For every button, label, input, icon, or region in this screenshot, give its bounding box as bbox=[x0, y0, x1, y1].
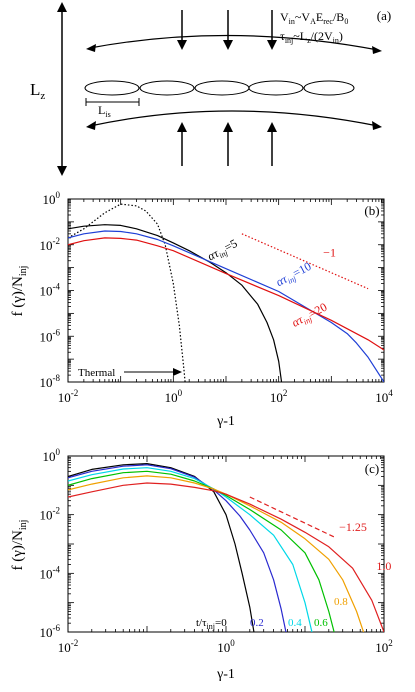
time-label-0.2: 0.2 bbox=[250, 617, 264, 629]
panel-b-frame bbox=[67, 198, 385, 383]
series-___inj_5 bbox=[68, 224, 283, 382]
panel-a-tag: (a) bbox=[377, 8, 391, 23]
field-line-upper-arrow-right bbox=[372, 46, 382, 54]
time-label-0.8: 0.8 bbox=[334, 596, 348, 608]
panel-c: 10-2 100 102 100 10-2 10-4 10-6 −1.25 1.0 (c) γ… bbox=[10, 447, 393, 682]
panel-b-annotations: ατinj=5 ατinj=10 ατinj=20 −1 bbox=[205, 236, 336, 332]
y-tick-label: 10-6 bbox=[40, 623, 61, 640]
island bbox=[303, 80, 355, 96]
field-line-lower-arrow-left bbox=[86, 121, 96, 130]
y-tick-label: 100 bbox=[43, 190, 61, 207]
x-tick-label: 102 bbox=[270, 388, 288, 405]
injection-time-equation: τinj~Lz/(2Vin) bbox=[280, 29, 343, 45]
panel-b: 10-2 100 102 104 100 10-2 10-4 10-6 10-8 ατinj=5… bbox=[10, 190, 393, 429]
island bbox=[139, 80, 195, 96]
x-tick-label: 100 bbox=[165, 388, 183, 405]
x-tick-label: 104 bbox=[375, 388, 393, 405]
annotation-1: ατinj=10 bbox=[274, 259, 315, 291]
series-Thermal bbox=[68, 203, 186, 382]
thermal-arrow-head bbox=[173, 368, 182, 376]
annotation-2: ατinj=20 bbox=[289, 300, 330, 332]
panel-c-tag: (c) bbox=[365, 461, 379, 476]
y-tick-label: 10-8 bbox=[40, 373, 61, 390]
field-line-lower bbox=[89, 110, 379, 127]
panel-a: Lz Lis bbox=[30, 2, 391, 176]
x-tick-label: 10-2 bbox=[58, 638, 79, 655]
y-tick-label: 10-4 bbox=[40, 282, 61, 299]
island-chain bbox=[84, 80, 355, 96]
x-tick-label: 102 bbox=[375, 638, 393, 655]
field-line-lower-arrow-right bbox=[372, 121, 382, 130]
y-tick-label: 10-2 bbox=[40, 506, 61, 523]
panel-b-ticks bbox=[67, 198, 385, 383]
lis-label: Lis bbox=[98, 103, 111, 119]
lz-arrow-bottom bbox=[57, 166, 67, 176]
y-tick-label: 10-2 bbox=[40, 236, 61, 253]
annotation-3: −1 bbox=[323, 246, 336, 260]
y-tick-label: 10-6 bbox=[40, 327, 61, 344]
series-0.2 bbox=[68, 464, 287, 632]
lz-label: Lz bbox=[30, 80, 45, 102]
panel-c-annotations: −1.25 1.0 bbox=[339, 520, 391, 573]
panel-c-xlabel: γ-1 bbox=[216, 667, 235, 682]
field-line-upper bbox=[89, 34, 379, 51]
x-tick-label: 10-2 bbox=[58, 388, 79, 405]
panel-b-tag: (b) bbox=[364, 203, 379, 218]
panel-c-ticks bbox=[67, 455, 385, 633]
inflow-arrows-bottom bbox=[177, 122, 277, 166]
panel-b-tick-labels: 10-2 100 102 104 100 10-2 10-4 10-6 10-8 bbox=[40, 190, 394, 405]
x-tick-label: 100 bbox=[217, 638, 235, 655]
panel-c-tick-labels: 10-2 100 102 100 10-2 10-4 10-6 bbox=[40, 447, 393, 655]
series-___inj_20 bbox=[68, 237, 384, 351]
time-label-0.4: 0.4 bbox=[288, 617, 302, 629]
panel-b-series bbox=[68, 203, 384, 382]
panel-b-xlabel: γ-1 bbox=[216, 414, 235, 429]
island bbox=[84, 80, 140, 96]
lz-arrow-top bbox=[57, 2, 67, 12]
panel-b-ylabel: f (γ)/Ninj bbox=[10, 266, 29, 317]
series-___inj_10 bbox=[68, 230, 384, 382]
time-legend-prefix: t/τinj=0 bbox=[196, 617, 227, 631]
annotation-0: −1.25 bbox=[339, 520, 367, 534]
series-0.6 bbox=[68, 470, 335, 632]
thermal-label: Thermal bbox=[78, 367, 115, 379]
series-1.0 bbox=[68, 482, 384, 632]
annotation-0: ατinj=5 bbox=[205, 236, 241, 265]
time-label-0.6: 0.6 bbox=[314, 617, 328, 629]
inflow-velocity-equation: Vin~VAErec/B0 bbox=[280, 10, 348, 26]
island bbox=[194, 80, 250, 96]
annotation-1: 1.0 bbox=[376, 559, 391, 573]
inflow-arrows-top bbox=[177, 10, 277, 50]
series-0.4 bbox=[68, 467, 313, 632]
field-line-upper-arrow-left bbox=[86, 44, 96, 52]
panel-c-ylabel: f (γ)/Ninj bbox=[10, 520, 29, 571]
island bbox=[248, 80, 304, 96]
y-tick-label: 10-4 bbox=[40, 564, 61, 581]
panel-c-series bbox=[68, 463, 384, 632]
y-tick-label: 100 bbox=[43, 447, 61, 464]
